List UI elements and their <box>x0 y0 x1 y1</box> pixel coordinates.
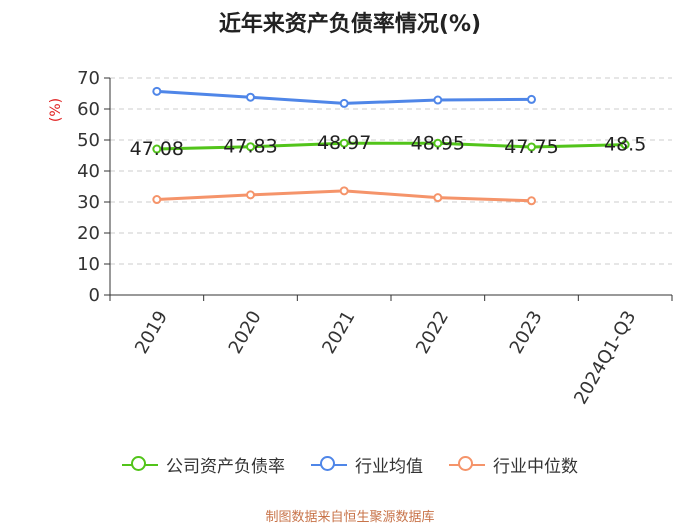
data-point <box>339 138 349 148</box>
y-tick-label: 20 <box>77 223 100 244</box>
data-point <box>246 92 255 102</box>
source-footer: 制图数据来自恒生聚源数据库 <box>265 510 435 525</box>
data-label: 48.97 <box>317 132 371 154</box>
data-point <box>339 186 349 196</box>
data-label: 48.5 <box>604 134 646 156</box>
y-tick-label: 40 <box>77 161 100 182</box>
x-tick-label: 2020 <box>225 307 266 357</box>
data-point <box>246 190 255 200</box>
x-tick-label: 2022 <box>412 307 453 357</box>
chart-legend: 公司资产负债率 行业均值 行业中位数 <box>0 452 700 477</box>
series-industry-median <box>152 186 536 206</box>
legend-item-company[interactable]: 公司资产负债率 <box>122 452 285 477</box>
chart-title: 近年来资产负债率情况(%) <box>218 12 482 37</box>
data-label: 48.95 <box>411 132 465 154</box>
legend-label-industry-average: 行业均值 <box>355 457 423 477</box>
x-tick-label: 2023 <box>506 307 547 357</box>
y-tick-label: 10 <box>77 254 100 275</box>
x-tick-label: 2024Q1-Q3 <box>570 307 640 408</box>
legend-marker-industry-average <box>311 455 347 475</box>
data-point <box>339 98 349 108</box>
legend-label-industry-median: 行业中位数 <box>493 457 578 477</box>
legend-item-industry-average[interactable]: 行业均值 <box>311 452 423 477</box>
series-line <box>156 141 626 151</box>
series-company: 47.08 47.83 48.97 48.95 47.75 48.5 <box>130 132 647 160</box>
y-axis-unit-label: (%) <box>48 98 64 122</box>
data-point <box>246 142 255 152</box>
data-point <box>152 195 162 205</box>
x-tick-label: 2021 <box>318 307 359 357</box>
legend-marker-industry-median <box>449 455 485 475</box>
series-industry-average <box>152 86 536 108</box>
data-point <box>433 138 443 148</box>
data-point <box>527 94 536 104</box>
y-tick-label: 70 <box>77 68 100 89</box>
legend-item-industry-median[interactable]: 行业中位数 <box>449 452 578 477</box>
data-point <box>433 193 443 203</box>
y-tick-label: 50 <box>77 130 100 151</box>
y-tick-label: 0 <box>89 285 100 306</box>
legend-marker-company <box>122 455 158 475</box>
data-point <box>152 86 162 96</box>
x-tick-label: 2019 <box>131 307 172 357</box>
data-label: 47.75 <box>504 136 558 158</box>
y-tick-label: 60 <box>77 99 100 120</box>
data-label: 47.83 <box>223 136 277 158</box>
data-point <box>152 144 162 154</box>
legend-label-company: 公司资产负债率 <box>166 457 285 477</box>
data-point <box>527 196 536 206</box>
data-point <box>620 140 630 150</box>
data-point <box>527 142 536 152</box>
y-tick-label: 30 <box>77 192 100 213</box>
data-point <box>433 95 443 105</box>
line-chart: (%) 0 10 20 30 40 50 60 70 2019 2020 2021 2022 2023 20… <box>48 68 673 408</box>
data-label: 47.08 <box>130 138 184 160</box>
